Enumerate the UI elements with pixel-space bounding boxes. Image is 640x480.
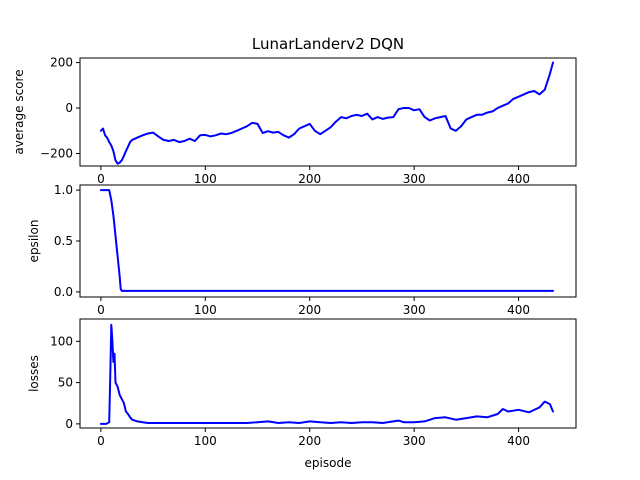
x-tick-label: 100 bbox=[194, 434, 217, 448]
x-tick-label: 100 bbox=[194, 172, 217, 186]
subplot-1: 0 100 200 300 400 −200 0 200 average score bbox=[12, 56, 577, 186]
plot-frame bbox=[79, 318, 577, 429]
x-tick-label: 400 bbox=[507, 434, 530, 448]
x-tick-label: 400 bbox=[507, 303, 530, 317]
y-tick-label: −200 bbox=[40, 146, 73, 160]
y-tick-label: 100 bbox=[50, 334, 73, 348]
x-tick-label: 0 bbox=[97, 172, 105, 186]
x-tick-label: 100 bbox=[194, 303, 217, 317]
y-axis-label: epsilon bbox=[27, 220, 41, 263]
x-tick-label: 0 bbox=[97, 303, 105, 317]
y-tick-label: 50 bbox=[58, 376, 73, 390]
subplot-3: 0 100 200 300 400 0 50 100 losses bbox=[27, 318, 577, 448]
y-tick-label: 200 bbox=[50, 56, 73, 70]
x-tick-label: 0 bbox=[97, 434, 105, 448]
x-axis-label: episode bbox=[305, 456, 352, 470]
chart-title: LunarLanderv2 DQN bbox=[252, 35, 404, 53]
y-tick-label: 0 bbox=[65, 417, 73, 431]
y-tick-label: 0.5 bbox=[54, 234, 73, 248]
y-tick-label: 1.0 bbox=[54, 183, 73, 197]
y-tick-label: 0.0 bbox=[54, 285, 73, 299]
x-tick-label: 200 bbox=[298, 303, 321, 317]
x-tick-label: 400 bbox=[507, 172, 530, 186]
x-tick-label: 300 bbox=[403, 172, 426, 186]
series-line-3 bbox=[99, 323, 554, 425]
x-tick-label: 200 bbox=[298, 172, 321, 186]
y-tick-label: 0 bbox=[65, 101, 73, 115]
subplot-2: 0 100 200 300 400 0.0 0.5 1.0 epsilon bbox=[27, 183, 577, 317]
x-tick-label: 200 bbox=[298, 434, 321, 448]
x-tick-label: 300 bbox=[403, 434, 426, 448]
x-tick-label: 300 bbox=[403, 303, 426, 317]
plot-frame bbox=[79, 184, 577, 298]
series-line-2 bbox=[99, 189, 554, 292]
y-axis-label: losses bbox=[27, 355, 41, 392]
plot-frame bbox=[79, 57, 577, 167]
y-axis-label: average score bbox=[12, 69, 26, 154]
series-line-1 bbox=[99, 61, 554, 165]
